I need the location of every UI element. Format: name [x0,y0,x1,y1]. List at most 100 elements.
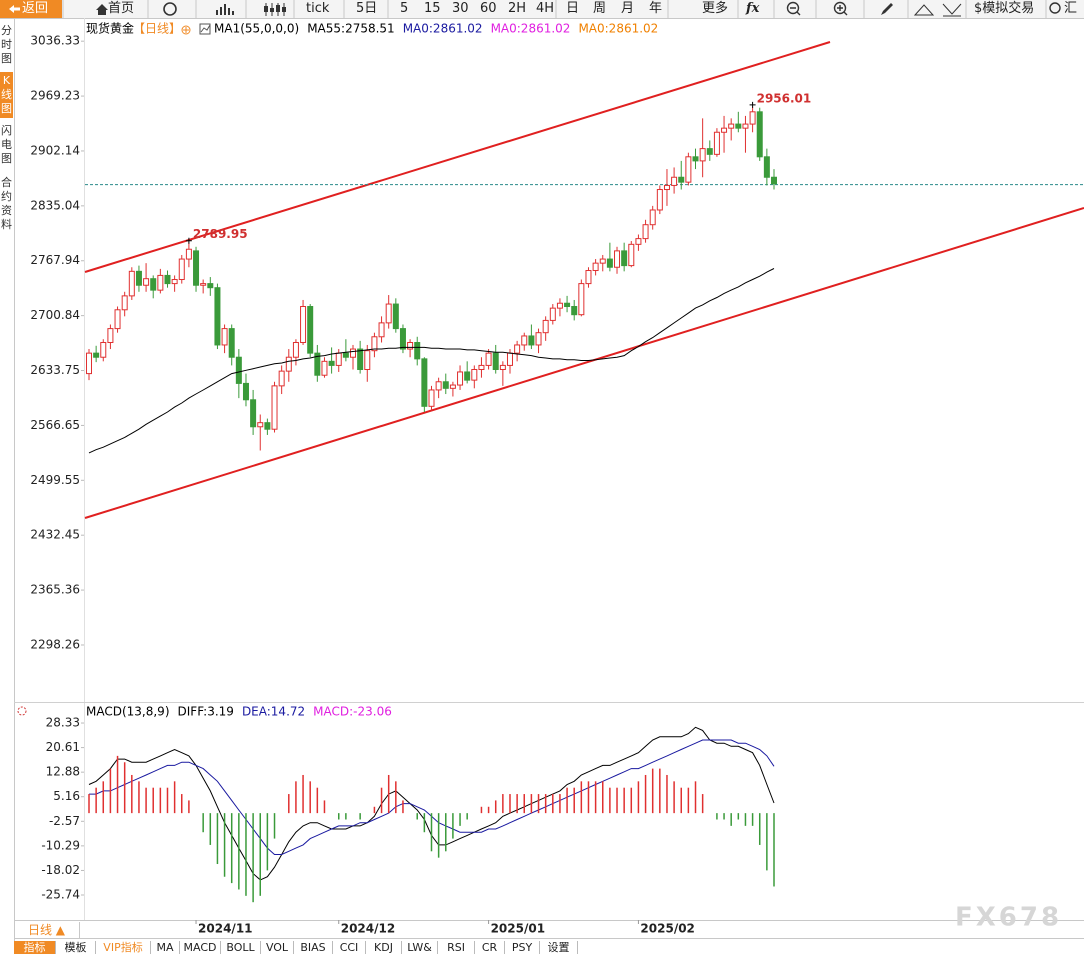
legend-item: DIFF:3.19 [178,705,234,719]
candle-body [492,352,499,370]
indicator-tab[interactable]: PSY [505,941,540,954]
candle-body [128,270,135,297]
toolbar-button[interactable]: 15 [424,1,441,16]
up-icon[interactable] [913,4,935,16]
zoom-out-icon[interactable] [786,1,800,15]
add-icon[interactable] [181,25,191,35]
candle-body [514,344,521,354]
indicator-tab[interactable]: 指标 [14,941,56,954]
candle-body [528,335,535,346]
candle-body [571,306,578,316]
toolbar-button[interactable]: 年 [649,1,663,16]
candle-body [342,352,349,358]
macd-settings-icon[interactable] [17,706,27,716]
indicator-tab[interactable]: CR [475,941,505,954]
toolbar-button[interactable]: 周 [593,1,607,16]
candle-body [207,283,214,289]
indicator-tab[interactable]: MA [151,941,180,954]
candle-body [278,370,285,387]
candle-body [114,309,121,330]
sidebar-tab[interactable]: 合约资料 [1,176,12,231]
y-tick-label: 12.88 [46,765,80,779]
back-icon [9,5,20,13]
x-tick-label: 2024/12 [341,922,395,936]
indicator-tab[interactable]: VOL [261,941,294,954]
toolbar-button[interactable]: 5日 [356,1,378,16]
candle-body [164,274,171,285]
toolbar-button[interactable]: tick [306,1,330,16]
indicator-tab[interactable]: KDJ [366,941,402,954]
candle-body [257,422,264,428]
candle-body [86,352,92,375]
candle-body [385,303,392,324]
watermark: FX678 [955,903,1062,933]
toolbar-button[interactable]: 5 [400,1,409,16]
candle-body [143,278,150,286]
toolbar-button[interactable]: fx [746,1,760,16]
legend-item: MA0:2861.02 [491,22,571,36]
candle-body [235,356,242,384]
candle-body [585,270,592,285]
chart-title: 现货黄金 [86,21,134,36]
sidebar-tab[interactable]: 分时图 [1,24,12,65]
y-tick-label: 2633.75 [30,363,80,377]
peak-label: 2956.01 [757,91,812,105]
legend-item: MA55:2758.51 [307,22,395,36]
toolbar-button[interactable]: 月 [621,1,635,16]
candle-body [614,250,621,268]
down-icon[interactable] [942,3,962,17]
indicator-tab[interactable]: BOLL [221,941,261,954]
candle-body [392,303,399,330]
circle-icon[interactable] [1049,2,1061,14]
indicator-tab[interactable]: RSI [438,941,475,954]
candle-body [656,189,663,211]
legend-item: MA0:2861.02 [403,22,483,36]
y-tick-label: 2902.14 [30,143,80,157]
pen-icon[interactable] [881,3,893,15]
indicator-tab[interactable]: MACD [180,941,221,954]
legend-item: DEA:14.72 [242,705,305,719]
candle-body [250,399,257,428]
ma-icon-mark [200,24,211,33]
indicator-tab[interactable]: 设置 [540,941,578,954]
candle-body [271,385,278,430]
candle-body [499,364,506,370]
indicator-tab[interactable]: CCI [333,941,366,954]
indicator-tab[interactable]: LW& [402,941,438,954]
toolbar-button[interactable]: 2H [508,1,527,16]
toolbar-button[interactable]: 汇 [1064,1,1078,16]
indicator-tab[interactable]: BIAS [294,941,333,954]
candle-body [399,328,406,350]
zoom-in-icon[interactable] [833,1,847,15]
toolbar-button[interactable]: 首页 [108,1,135,16]
sidebar-tab[interactable]: 闪电图 [1,124,12,165]
indicator-tab[interactable]: 模板 [56,941,96,954]
y-tick-label: 2499.55 [30,473,80,487]
zoom-out-icon-mark [790,7,801,16]
sidebar-tab[interactable]: K线图 [0,72,13,118]
candle-body [193,250,200,286]
toolbar-button[interactable]: 4H [536,1,555,16]
toolbar-button[interactable]: 返回 [22,1,49,16]
candle-body [221,328,228,346]
candle-body [364,350,371,370]
toolbar-button[interactable]: 60 [480,1,497,16]
toolbar-button[interactable]: $模拟交易 [974,1,1035,16]
candle-body [321,360,328,376]
zoom-in-icon-mark [837,5,848,16]
candle-body [556,302,563,309]
candle-body [706,148,713,155]
toolbar-button[interactable]: 更多 [702,1,729,16]
chart-period: 【日线】 [133,22,181,36]
candle-body [599,258,606,264]
indicator-tab[interactable]: VIP指标 [96,941,151,954]
candle-body [185,248,192,260]
back-button-bg[interactable] [0,0,62,18]
toolbar-button[interactable]: 日 [566,1,580,16]
candle-body [471,368,478,381]
toolbar-button[interactable]: 30 [452,1,469,16]
period-selector[interactable]: 日线 ▲ [14,922,80,938]
candle-body [678,176,685,183]
candle-body [157,274,164,291]
